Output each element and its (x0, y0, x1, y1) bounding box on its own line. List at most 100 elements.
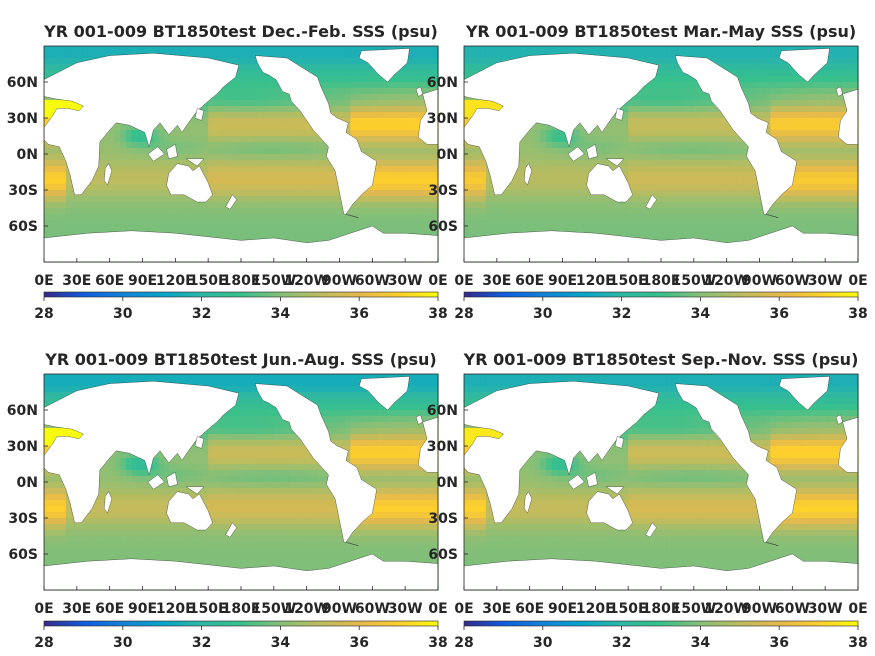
heatmap-cell (754, 46, 761, 53)
heatmap-cell (715, 112, 722, 119)
heatmap-cell (551, 220, 558, 227)
heatmap-cell (120, 196, 127, 203)
colorbar-tick-label: 30 (113, 306, 133, 322)
heatmap-cell (633, 160, 640, 167)
heatmap-cell (383, 202, 390, 209)
heatmap-cell (65, 58, 72, 65)
heatmap-cell (158, 178, 165, 185)
heatmap-cell (268, 130, 275, 137)
heatmap-cell (524, 196, 531, 203)
heatmap-cell (825, 142, 832, 149)
heatmap-cell (164, 226, 171, 233)
heatmap-cell (661, 112, 668, 119)
heatmap-cell (137, 202, 144, 209)
heatmap-cell (682, 82, 689, 89)
heatmap-cell (306, 220, 313, 227)
heatmap-cell (792, 154, 799, 161)
heatmap-cell (224, 232, 231, 239)
heatmap-cell (524, 154, 531, 161)
heatmap-cell (671, 142, 679, 149)
heatmap-cell (410, 94, 417, 101)
heatmap-cell (366, 190, 373, 197)
heatmap-cell (682, 94, 689, 101)
heatmap-cell (120, 190, 127, 197)
heatmap-cell (339, 214, 346, 221)
heatmap-cell (405, 166, 412, 173)
heatmap-cell (427, 196, 434, 203)
heatmap-cell (469, 214, 476, 221)
heatmap-cell (836, 124, 843, 131)
heatmap-cell (792, 142, 799, 149)
heatmap-cell (295, 148, 302, 155)
heatmap-cell (737, 82, 744, 89)
heatmap-cell (567, 220, 575, 227)
heatmap-cell (814, 130, 821, 137)
heatmap-cell (847, 88, 854, 95)
heatmap-cell (819, 94, 826, 101)
heatmap-cell (82, 214, 89, 221)
heatmap-cell (317, 70, 324, 77)
heatmap-cell (726, 148, 733, 155)
heatmap-cell (241, 106, 248, 113)
heatmap-cell (529, 136, 536, 143)
heatmap-cell (600, 226, 607, 233)
heatmap-cell (328, 184, 335, 191)
heatmap-cell (464, 142, 471, 149)
heatmap-cell (235, 172, 242, 179)
heatmap-cell (775, 130, 782, 137)
heatmap-cell (388, 94, 395, 101)
heatmap-cell (224, 208, 231, 215)
heatmap-cell (93, 208, 100, 215)
heatmap-cell (693, 46, 700, 53)
x-tick-label: 180E (222, 273, 261, 289)
heatmap-cell (764, 214, 772, 221)
heatmap-cell (213, 214, 220, 221)
heatmap-cell (60, 58, 67, 65)
heatmap-cell (584, 160, 591, 167)
heatmap-cell (485, 214, 492, 221)
heatmap-cell (573, 190, 580, 197)
heatmap-cell (496, 208, 503, 215)
heatmap-cell (644, 226, 651, 233)
heatmap-cell (87, 226, 94, 233)
heatmap-cell (644, 106, 651, 113)
heatmap-cell (715, 124, 722, 131)
heatmap-cell (366, 136, 373, 143)
heatmap-cell (44, 172, 51, 179)
heatmap-cell (328, 208, 335, 215)
heatmap-cell (219, 196, 226, 203)
heatmap-cell (290, 124, 297, 131)
heatmap-cell (661, 148, 668, 155)
heatmap-cell (693, 82, 700, 89)
heatmap-cell (410, 82, 417, 89)
heatmap-cell (273, 184, 280, 191)
heatmap-cell (693, 52, 700, 59)
heatmap-cell (671, 196, 679, 203)
heatmap-cell (306, 184, 313, 191)
heatmap-cell (721, 196, 728, 203)
heatmap-cell (650, 190, 657, 197)
x-tick-label: 0E (34, 273, 53, 289)
heatmap-cell (644, 154, 651, 161)
heatmap-cell (251, 148, 259, 155)
heatmap-cell (781, 214, 788, 221)
heatmap-cell (383, 166, 390, 173)
heatmap-cell (241, 124, 248, 131)
heatmap-cell (268, 148, 275, 155)
heatmap-cell (197, 106, 204, 113)
heatmap-cell (786, 118, 793, 125)
heatmap-cell (847, 226, 854, 233)
heatmap-cell (191, 202, 198, 209)
heatmap-cell (513, 196, 520, 203)
heatmap-cell (808, 76, 815, 83)
heatmap-cell (191, 52, 198, 59)
heatmap-cell (693, 232, 700, 239)
heatmap-cell (164, 166, 171, 173)
heatmap-cell (617, 214, 624, 221)
heatmap-cell (699, 232, 706, 239)
heatmap-cell (230, 202, 237, 209)
heatmap-cell (715, 136, 722, 143)
heatmap-cell (688, 196, 695, 203)
heatmap-cell (344, 46, 352, 53)
heatmap-cell (251, 112, 259, 119)
